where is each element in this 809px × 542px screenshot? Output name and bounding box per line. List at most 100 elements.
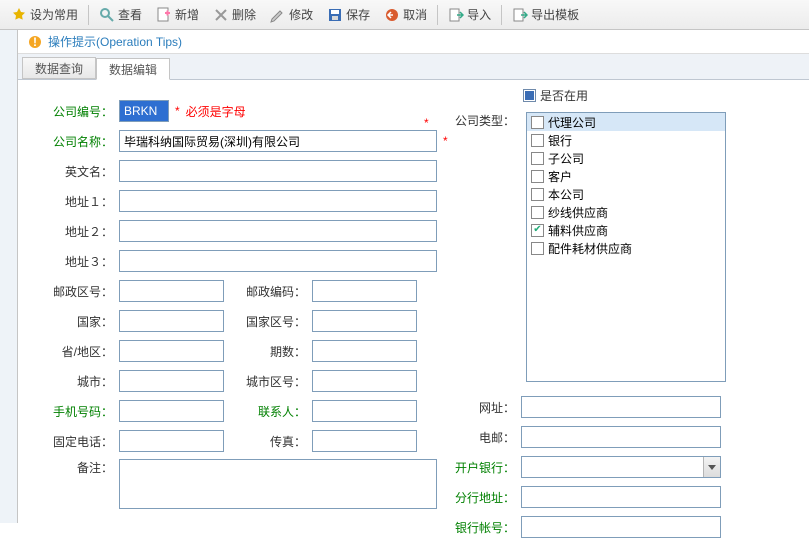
add-label: 新增 xyxy=(175,6,199,23)
postal-code-input[interactable] xyxy=(312,280,417,302)
set-common-label: 设为常用 xyxy=(30,6,78,23)
type-item[interactable]: 客户 xyxy=(527,167,725,185)
type-item[interactable]: 配件耗材供应商 xyxy=(527,239,725,257)
bank-dropdown[interactable] xyxy=(521,456,721,478)
english-name-label: 英文名： xyxy=(34,163,119,180)
type-label: 客户 xyxy=(548,168,572,185)
svg-text:!: ! xyxy=(33,35,37,49)
branch-input[interactable] xyxy=(521,486,721,508)
addr1-input[interactable] xyxy=(119,190,437,212)
chevron-down-icon xyxy=(703,457,720,477)
type-checkbox[interactable] xyxy=(531,206,544,219)
addr2-input[interactable] xyxy=(119,220,437,242)
toolbar: 设为常用 查看 新增 删除 修改 保存 取消 导入 导出模板 xyxy=(0,0,809,30)
type-item[interactable]: 银行 xyxy=(527,131,725,149)
addr3-label: 地址３： xyxy=(34,253,119,270)
type-checkbox[interactable] xyxy=(531,188,544,201)
url-input[interactable] xyxy=(521,396,721,418)
view-label: 查看 xyxy=(118,6,142,23)
country-area-input[interactable] xyxy=(312,310,417,332)
email-input[interactable] xyxy=(521,426,721,448)
cancel-icon xyxy=(384,7,400,23)
country-label: 国家： xyxy=(34,313,119,330)
type-label: 子公司 xyxy=(548,150,584,167)
operation-tips-bar: ! 操作提示(Operation Tips) xyxy=(18,30,809,54)
separator xyxy=(501,5,502,25)
province-input[interactable] xyxy=(119,340,224,362)
type-item[interactable]: 纱线供应商 xyxy=(527,203,725,221)
export-tpl-button[interactable]: 导出模板 xyxy=(506,3,585,27)
city-area-label: 城市区号： xyxy=(224,373,312,390)
content-area: ! 操作提示(Operation Tips) 数据查询 数据编辑 公司编号： *… xyxy=(18,30,809,523)
contact-label: 联系人： xyxy=(224,403,312,420)
email-label: 电邮： xyxy=(436,429,521,446)
tips-text: 操作提示(Operation Tips) xyxy=(48,33,182,50)
company-name-input[interactable] xyxy=(119,130,437,152)
province-label: 省/地区： xyxy=(34,343,119,360)
add-icon xyxy=(156,7,172,23)
account-label: 银行帐号： xyxy=(436,519,521,536)
postal-area-input[interactable] xyxy=(119,280,224,302)
type-checkbox[interactable] xyxy=(531,116,544,129)
fax-label: 传真： xyxy=(224,433,312,450)
company-code-hint: 必须是字母 xyxy=(186,103,246,120)
phone-input[interactable] xyxy=(119,430,224,452)
postal-area-label: 邮政区号： xyxy=(34,283,119,300)
type-item[interactable]: 代理公司 xyxy=(527,113,725,131)
edit-icon xyxy=(270,7,286,23)
save-button[interactable]: 保存 xyxy=(321,3,376,27)
english-name-input[interactable] xyxy=(119,160,437,182)
city-input[interactable] xyxy=(119,370,224,392)
type-label: 本公司 xyxy=(548,186,584,203)
right-column: 是否在用 * 公司类型： 代理公司银行子公司客户本公司纱线供应商辅料供应商配件耗… xyxy=(458,80,808,110)
company-code-input[interactable] xyxy=(119,100,169,122)
city-label: 城市： xyxy=(34,373,119,390)
separator xyxy=(88,5,89,25)
tab-edit[interactable]: 数据编辑 xyxy=(96,58,170,80)
add-button[interactable]: 新增 xyxy=(150,3,205,27)
mobile-input[interactable] xyxy=(119,400,224,422)
set-common-button[interactable]: 设为常用 xyxy=(5,3,84,27)
account-input[interactable] xyxy=(521,516,721,538)
export-icon xyxy=(512,7,528,23)
type-checkbox[interactable] xyxy=(531,224,544,237)
left-panel-strip xyxy=(0,30,18,523)
required-star: * xyxy=(424,116,429,130)
cancel-label: 取消 xyxy=(403,6,427,23)
contact-input[interactable] xyxy=(312,400,417,422)
company-type-list[interactable]: 代理公司银行子公司客户本公司纱线供应商辅料供应商配件耗材供应商 xyxy=(526,112,726,382)
delete-label: 删除 xyxy=(232,6,256,23)
type-item[interactable]: 辅料供应商 xyxy=(527,221,725,239)
import-icon xyxy=(448,7,464,23)
type-label: 纱线供应商 xyxy=(548,204,608,221)
type-checkbox[interactable] xyxy=(531,152,544,165)
view-button[interactable]: 查看 xyxy=(93,3,148,27)
edit-label: 修改 xyxy=(289,6,313,23)
fax-input[interactable] xyxy=(312,430,417,452)
tab-query[interactable]: 数据查询 xyxy=(22,57,96,79)
type-checkbox[interactable] xyxy=(531,170,544,183)
in-use-row: 是否在用 xyxy=(458,80,808,110)
period-input[interactable] xyxy=(312,340,417,362)
remark-label: 备注： xyxy=(34,459,119,476)
import-button[interactable]: 导入 xyxy=(442,3,497,27)
save-label: 保存 xyxy=(346,6,370,23)
addr3-input[interactable] xyxy=(119,250,437,272)
delete-button[interactable]: 删除 xyxy=(207,3,262,27)
type-checkbox[interactable] xyxy=(531,242,544,255)
company-type-label: 公司类型： xyxy=(436,112,521,129)
country-area-label: 国家区号： xyxy=(224,313,312,330)
edit-button[interactable]: 修改 xyxy=(264,3,319,27)
type-checkbox[interactable] xyxy=(531,134,544,147)
remark-input[interactable] xyxy=(119,459,437,509)
type-item[interactable]: 本公司 xyxy=(527,185,725,203)
postal-code-label: 邮政编码： xyxy=(224,283,312,300)
city-area-input[interactable] xyxy=(312,370,417,392)
export-tpl-label: 导出模板 xyxy=(531,6,579,23)
cancel-button[interactable]: 取消 xyxy=(378,3,433,27)
type-item[interactable]: 子公司 xyxy=(527,149,725,167)
country-input[interactable] xyxy=(119,310,224,332)
in-use-checkbox[interactable] xyxy=(523,89,536,102)
import-label: 导入 xyxy=(467,6,491,23)
in-use-label: 是否在用 xyxy=(540,87,588,104)
